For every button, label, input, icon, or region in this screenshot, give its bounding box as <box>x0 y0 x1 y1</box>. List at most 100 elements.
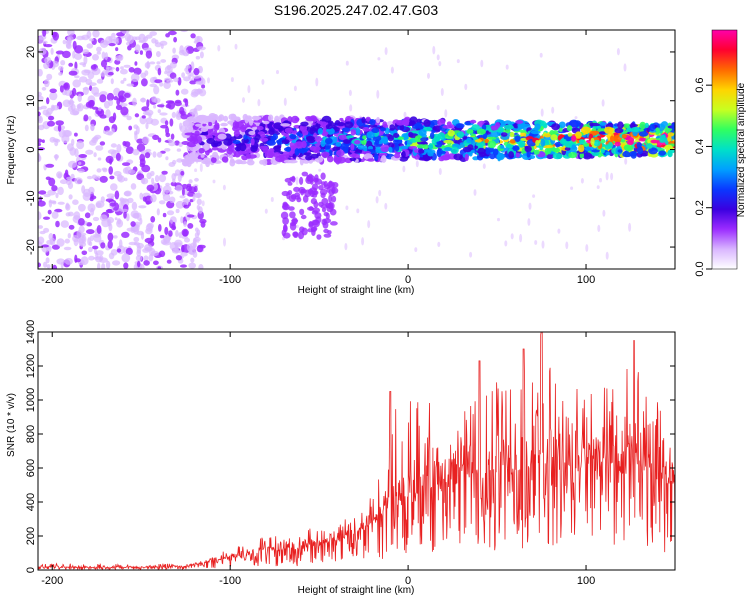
noise-blob <box>112 112 117 121</box>
signal-blob <box>528 155 536 159</box>
signal-blob <box>376 146 381 151</box>
noise-blob <box>160 239 168 245</box>
noise-blob <box>169 61 177 69</box>
noise-blob <box>112 37 119 42</box>
signal-blob <box>387 134 394 142</box>
signal-blob <box>450 146 459 154</box>
noise-blob <box>43 261 48 268</box>
signal-blob <box>188 122 195 126</box>
noise-blob <box>74 254 78 263</box>
noise-blob <box>67 233 72 239</box>
noise-blob <box>48 177 56 187</box>
faint-blob <box>377 57 381 61</box>
signal-blob <box>512 145 520 152</box>
noise-blob <box>74 75 80 79</box>
signal-blob <box>621 134 627 139</box>
signal-blob <box>380 127 387 132</box>
noise-blob <box>168 230 173 237</box>
noise-blob <box>88 82 97 86</box>
x-tick-label: -100 <box>219 575 241 587</box>
noise-blob <box>145 122 149 130</box>
signal-blob <box>236 159 243 164</box>
noise-blob <box>108 99 114 107</box>
signal-blob <box>599 121 607 126</box>
x-tick-label: 0 <box>405 575 411 587</box>
noise-blob <box>196 198 202 205</box>
branch-blob <box>318 185 324 191</box>
faint-blob <box>201 200 205 207</box>
noise-blob <box>38 153 41 162</box>
signal-blob <box>247 116 252 123</box>
signal-blob <box>336 122 345 127</box>
noise-blob <box>38 262 41 268</box>
noise-blob <box>89 139 97 146</box>
noise-blob <box>117 175 125 183</box>
noise-blob <box>120 66 124 70</box>
noise-blob <box>45 163 55 168</box>
signal-blob <box>526 151 531 158</box>
signal-blob <box>627 136 635 143</box>
faint-blob <box>605 171 609 181</box>
noise-blob <box>88 255 95 261</box>
signal-blob <box>464 153 469 162</box>
signal-blob <box>622 151 631 158</box>
noise-blob <box>150 118 159 126</box>
noise-blob <box>49 91 58 101</box>
noise-blob <box>139 192 143 200</box>
signal-blob <box>362 127 370 132</box>
faint-blob <box>194 168 198 173</box>
signal-blob <box>436 141 442 145</box>
noise-blob <box>175 184 183 192</box>
noise-blob <box>180 113 188 120</box>
colorbar-tick-label: 0.6 <box>694 78 706 93</box>
noise-blob <box>163 81 171 89</box>
noise-blob <box>68 62 74 67</box>
signal-blob <box>325 124 333 130</box>
branch-blob <box>299 176 304 185</box>
noise-blob <box>86 175 93 180</box>
noise-blob <box>123 64 131 68</box>
signal-blob <box>388 146 393 153</box>
noise-blob <box>102 168 108 173</box>
faint-blob <box>605 251 609 260</box>
noise-blob <box>100 59 108 68</box>
signal-blob <box>306 118 315 122</box>
branch-blob <box>320 192 326 199</box>
noise-blob <box>74 132 78 137</box>
signal-blob <box>296 148 304 154</box>
faint-blob <box>532 194 536 198</box>
colorbar-tick-label: 0.2 <box>694 200 706 215</box>
noise-blob <box>76 140 85 150</box>
noise-blob <box>38 36 44 44</box>
heatmap-ylabel: Frequency (Hz) <box>6 116 17 185</box>
signal-blob <box>561 139 567 144</box>
noise-blob <box>96 168 102 173</box>
branch-blob <box>329 208 337 216</box>
faint-blob <box>242 97 245 103</box>
noise-blob <box>188 179 193 184</box>
signal-blob <box>659 138 666 143</box>
noise-blob <box>172 47 176 54</box>
faint-blob <box>527 218 531 226</box>
signal-blob <box>394 143 400 152</box>
signal-blob <box>278 154 289 159</box>
y-tick-label: 1200 <box>25 354 37 378</box>
noise-blob <box>160 59 167 63</box>
noise-blob <box>77 168 85 173</box>
branch-blob <box>301 171 309 177</box>
noise-blob <box>65 212 71 217</box>
faint-blob <box>187 72 191 77</box>
noise-blob <box>123 77 127 82</box>
signal-blob <box>610 135 615 142</box>
signal-blob <box>336 145 341 151</box>
noise-blob <box>158 174 167 183</box>
signal-blob <box>291 130 298 135</box>
noise-blob <box>140 264 145 269</box>
noise-blob <box>153 97 161 104</box>
noise-blob <box>153 260 159 266</box>
noise-blob <box>104 130 112 136</box>
noise-blob <box>196 46 206 51</box>
noise-blob <box>171 173 177 181</box>
noise-blob <box>166 64 172 71</box>
